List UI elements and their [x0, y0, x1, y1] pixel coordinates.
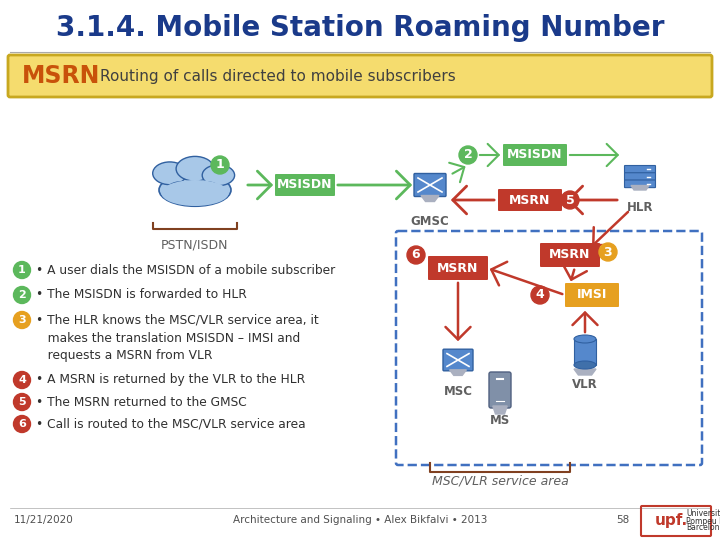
Circle shape	[561, 191, 579, 209]
Polygon shape	[631, 186, 649, 190]
Text: MSC/VLR service area: MSC/VLR service area	[431, 475, 568, 488]
Text: MSRN: MSRN	[549, 248, 590, 261]
FancyBboxPatch shape	[443, 349, 473, 371]
Text: VLR: VLR	[572, 378, 598, 391]
Text: MSISDN: MSISDN	[508, 148, 563, 161]
Circle shape	[531, 286, 549, 304]
Text: • A user dials the MSISDN of a mobile subscriber: • A user dials the MSISDN of a mobile su…	[36, 264, 336, 276]
Text: 11/21/2020: 11/21/2020	[14, 515, 73, 525]
Circle shape	[14, 372, 30, 388]
Text: • A MSRN is returned by the VLR to the HLR: • A MSRN is returned by the VLR to the H…	[36, 374, 305, 387]
Text: 5: 5	[18, 397, 26, 407]
Text: 3.1.4. Mobile Station Roaming Number: 3.1.4. Mobile Station Roaming Number	[55, 14, 665, 42]
Text: 3: 3	[18, 315, 26, 325]
Circle shape	[407, 246, 425, 264]
Text: 1: 1	[18, 265, 26, 275]
Text: 6: 6	[18, 419, 26, 429]
FancyBboxPatch shape	[414, 173, 446, 197]
Text: Architecture and Signaling • Alex Bikfalvi • 2013: Architecture and Signaling • Alex Bikfal…	[233, 515, 487, 525]
FancyBboxPatch shape	[498, 189, 562, 211]
Text: Routing of calls directed to mobile subscribers: Routing of calls directed to mobile subs…	[100, 69, 456, 84]
Ellipse shape	[153, 162, 187, 185]
FancyBboxPatch shape	[624, 180, 655, 187]
Text: MSC: MSC	[444, 385, 472, 398]
Text: MSRN: MSRN	[22, 64, 100, 88]
Text: MSRN: MSRN	[509, 193, 551, 206]
Text: 2: 2	[464, 148, 472, 161]
Ellipse shape	[190, 182, 222, 201]
Text: MSRN: MSRN	[437, 261, 479, 274]
FancyBboxPatch shape	[8, 55, 712, 97]
Text: • The MSRN returned to the GMSC: • The MSRN returned to the GMSC	[36, 395, 247, 408]
FancyBboxPatch shape	[503, 144, 567, 166]
Polygon shape	[574, 369, 596, 375]
Text: 4: 4	[18, 375, 26, 385]
Text: 58: 58	[616, 515, 629, 525]
Bar	[574, 339, 596, 365]
FancyBboxPatch shape	[540, 243, 600, 267]
Ellipse shape	[159, 174, 231, 206]
Circle shape	[14, 415, 30, 433]
Text: 2: 2	[18, 290, 26, 300]
Text: 6: 6	[412, 248, 420, 261]
FancyBboxPatch shape	[428, 256, 488, 280]
Circle shape	[14, 394, 30, 410]
Text: MSISDN: MSISDN	[277, 179, 333, 192]
Circle shape	[459, 146, 477, 164]
Text: GMSC: GMSC	[410, 215, 449, 228]
Text: • Call is routed to the MSC/VLR service area: • Call is routed to the MSC/VLR service …	[36, 417, 305, 430]
Polygon shape	[449, 370, 467, 375]
Text: upf.: upf.	[655, 514, 688, 529]
Text: 4: 4	[536, 288, 544, 301]
Polygon shape	[421, 195, 439, 201]
Ellipse shape	[574, 361, 596, 369]
FancyBboxPatch shape	[489, 372, 511, 408]
Circle shape	[14, 312, 30, 328]
Text: requests a MSRN from VLR: requests a MSRN from VLR	[36, 348, 212, 361]
Text: Barcelona: Barcelona	[686, 523, 720, 532]
Text: Pompeu Fabra: Pompeu Fabra	[686, 516, 720, 525]
Text: PSTN/ISDN: PSTN/ISDN	[161, 239, 229, 252]
Circle shape	[599, 243, 617, 261]
Circle shape	[14, 261, 30, 279]
Text: • The HLR knows the MSC/VLR service area, it: • The HLR knows the MSC/VLR service area…	[36, 314, 319, 327]
Text: 1: 1	[215, 159, 225, 172]
Circle shape	[14, 287, 30, 303]
Text: 3: 3	[603, 246, 612, 259]
FancyBboxPatch shape	[565, 283, 619, 307]
Ellipse shape	[166, 182, 197, 201]
Text: HLR: HLR	[626, 201, 653, 214]
FancyBboxPatch shape	[624, 173, 655, 180]
Ellipse shape	[202, 165, 235, 186]
Text: makes the translation MSISDN – IMSI and: makes the translation MSISDN – IMSI and	[36, 332, 300, 345]
FancyBboxPatch shape	[624, 165, 655, 173]
Text: IMSI: IMSI	[577, 288, 607, 301]
Ellipse shape	[161, 180, 229, 206]
Polygon shape	[492, 406, 507, 414]
Text: Universitat: Universitat	[686, 510, 720, 518]
Ellipse shape	[176, 157, 214, 181]
Text: • The MSISDN is forwarded to HLR: • The MSISDN is forwarded to HLR	[36, 288, 247, 301]
Circle shape	[211, 156, 229, 174]
Ellipse shape	[574, 335, 596, 343]
FancyBboxPatch shape	[275, 174, 335, 196]
Text: MS: MS	[490, 414, 510, 427]
Text: 5: 5	[566, 193, 575, 206]
